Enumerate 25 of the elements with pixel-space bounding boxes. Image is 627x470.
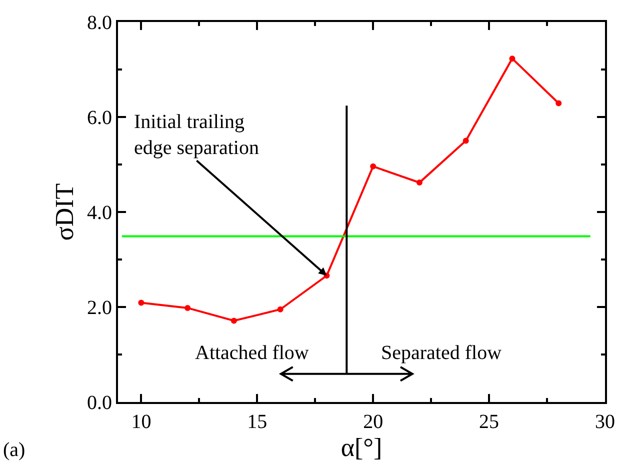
x-tick-label: 30	[595, 411, 615, 433]
y-tick-label: 6.0	[87, 107, 112, 129]
x-axis-title: α[°]	[340, 433, 382, 462]
y-tick-label: 4.0	[87, 202, 112, 224]
point	[509, 56, 516, 62]
point	[462, 138, 469, 144]
x-tick-label: 15	[247, 411, 268, 433]
annotation: Attached flow	[195, 342, 310, 364]
x-tick-label: 25	[479, 411, 500, 433]
y-tick-label: 8.0	[87, 12, 112, 34]
x-tick-label: 10	[131, 411, 152, 433]
point	[230, 318, 237, 324]
point	[370, 163, 376, 170]
annotation: Separated flow	[381, 342, 502, 364]
y-tick-label: 2.0	[87, 297, 112, 319]
x-tick-label: 20	[363, 411, 384, 433]
point	[416, 180, 422, 186]
point	[184, 304, 191, 311]
point	[277, 306, 284, 312]
y-axis-title: σDIT	[50, 183, 79, 241]
annotation: Initial trailing edge separation	[134, 111, 259, 159]
point	[556, 100, 562, 106]
text: (a)	[3, 439, 26, 461]
y-tick-label: 0.0	[87, 392, 112, 414]
point	[138, 300, 144, 306]
